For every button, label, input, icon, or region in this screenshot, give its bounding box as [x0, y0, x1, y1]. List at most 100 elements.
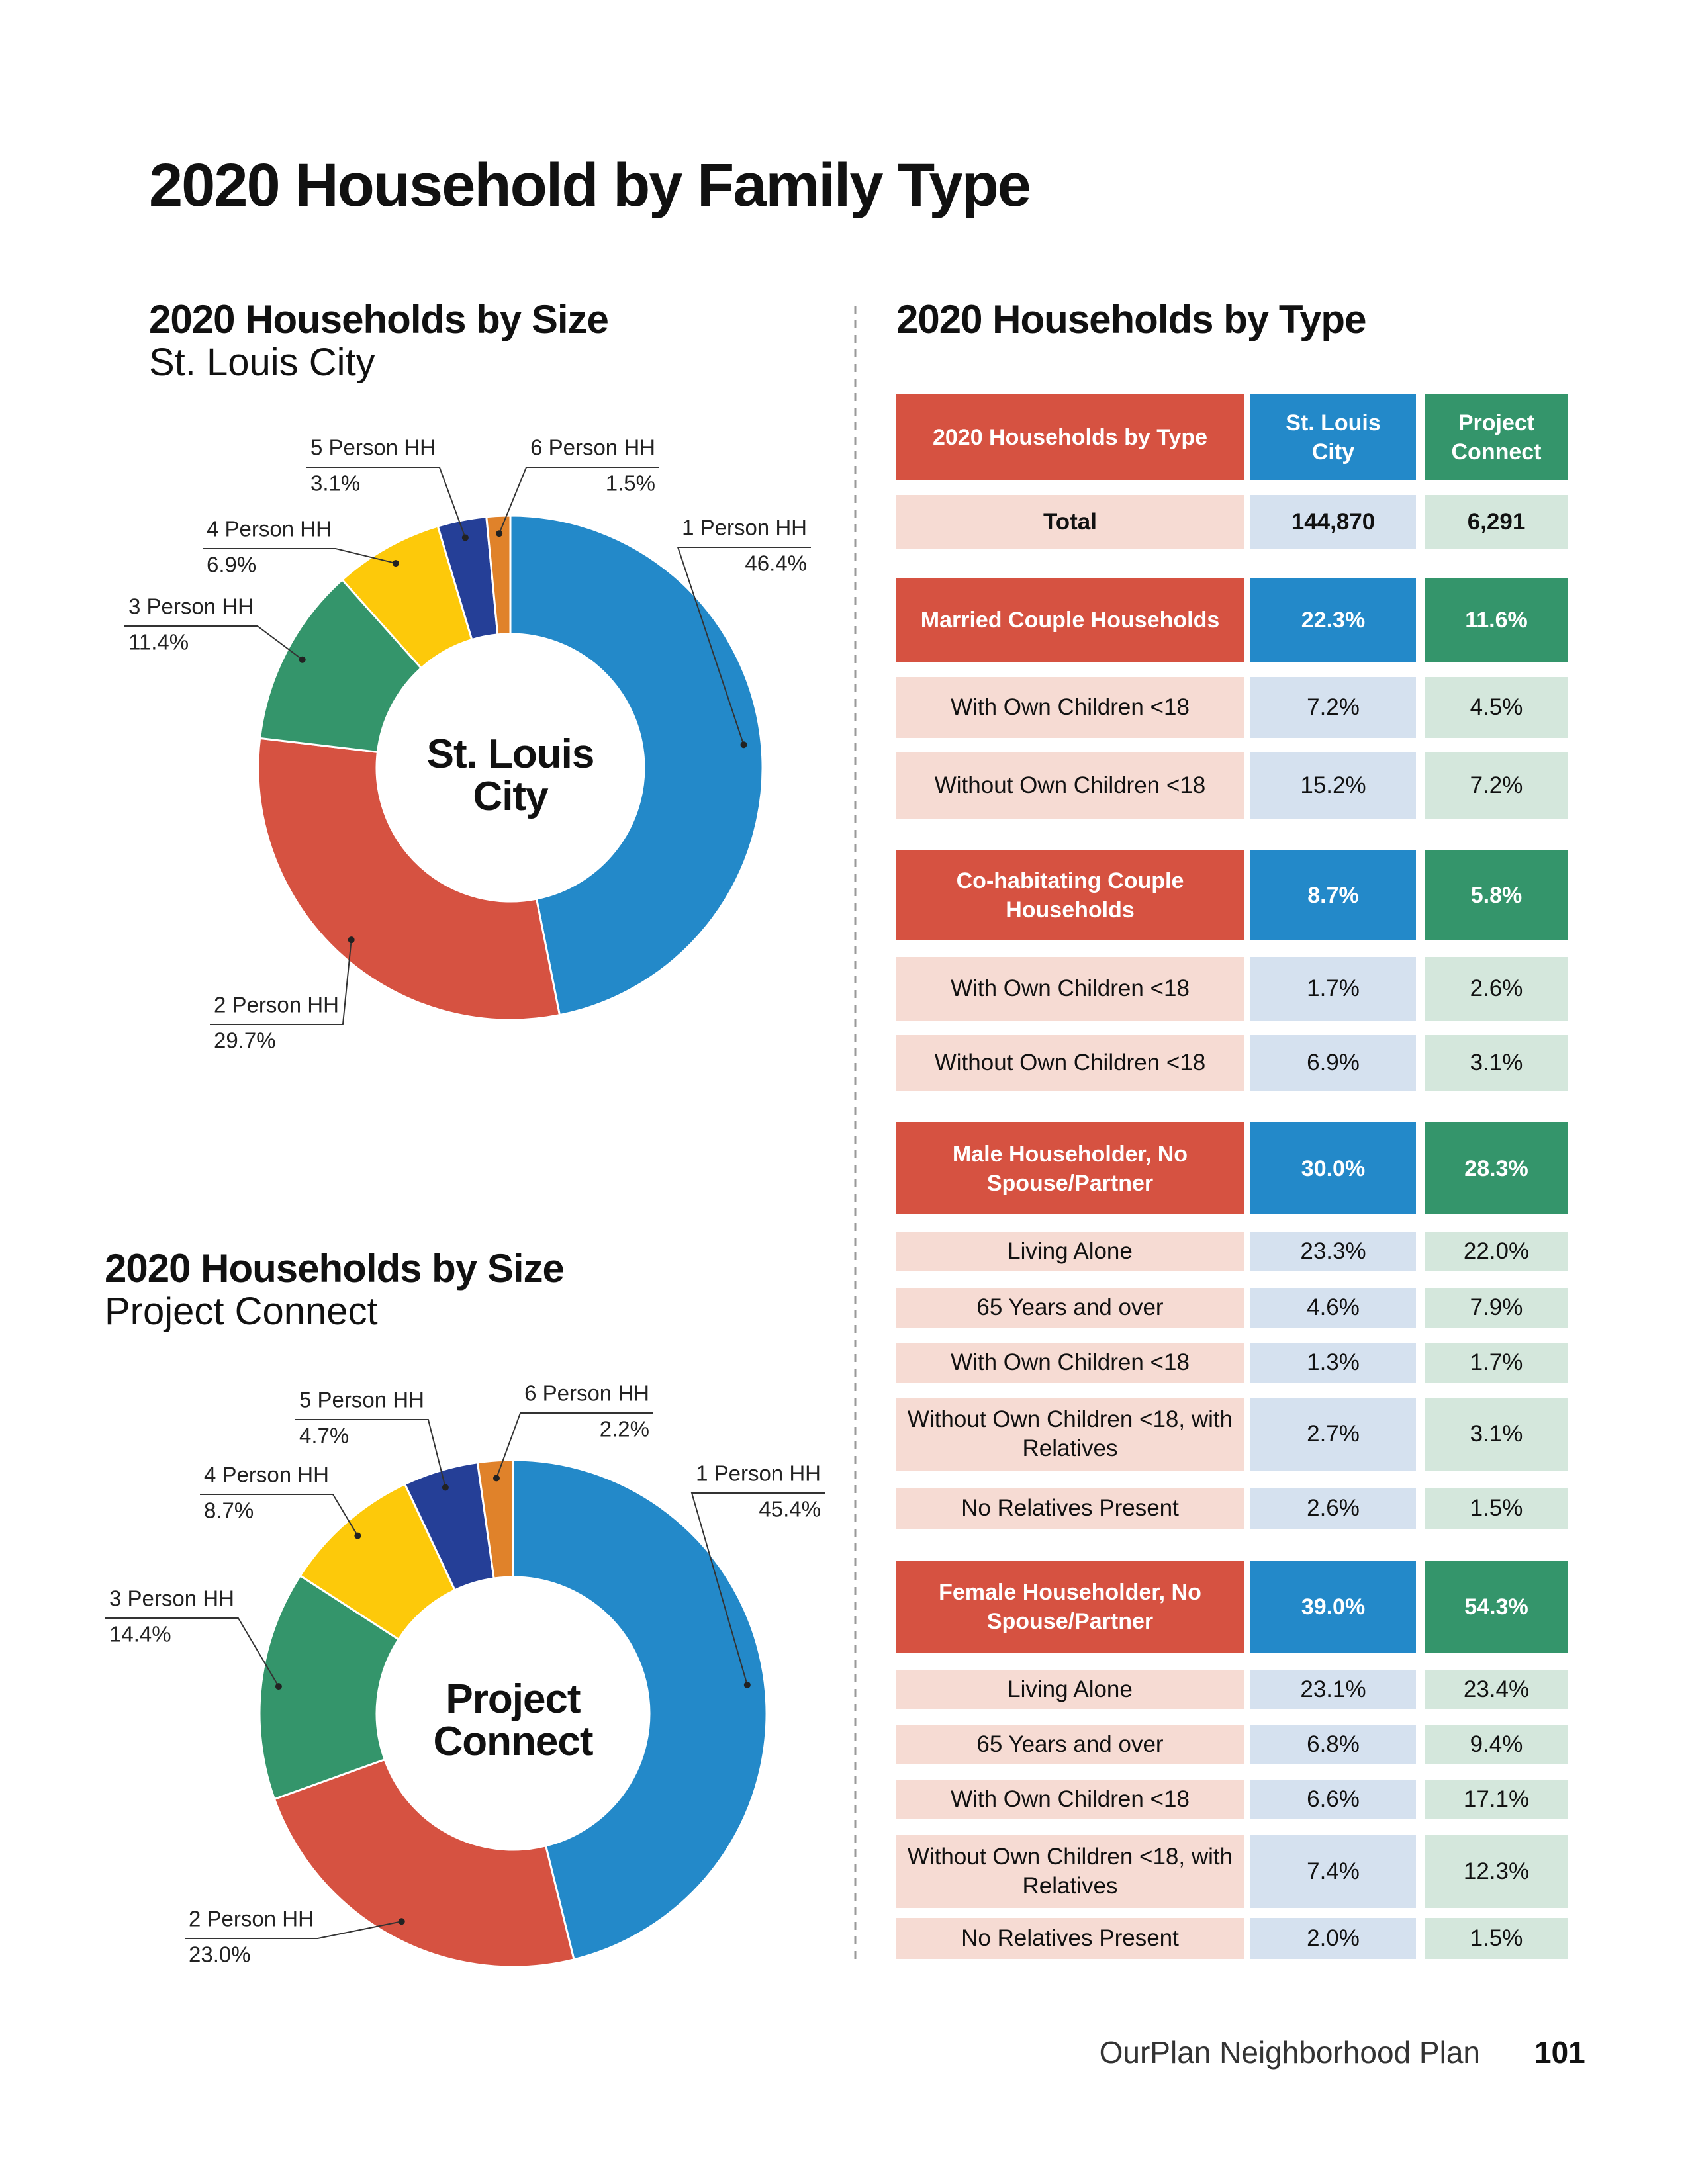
slice-label: 4 Person HH: [207, 517, 332, 541]
leader-line: [496, 1412, 653, 1479]
slice-value-label: 23.0%: [189, 1942, 251, 1967]
table-cell: 22.3%: [1250, 578, 1416, 662]
leader-dot: [492, 1475, 500, 1482]
table-cell: 17.1%: [1425, 1780, 1568, 1819]
table-cell: 54.3%: [1425, 1561, 1568, 1653]
table-cell: 23.4%: [1425, 1670, 1568, 1709]
slice-label: 1 Person HH: [682, 516, 807, 540]
table-cell: With Own Children <18: [896, 677, 1244, 738]
table-cell: 4.5%: [1425, 677, 1568, 738]
slice-label: 4 Person HH: [204, 1463, 329, 1487]
table-cell: 7.9%: [1425, 1288, 1568, 1328]
table-cell: 11.6%: [1425, 578, 1568, 662]
leader-line: [677, 547, 811, 745]
table-title: 2020 Households by Type: [896, 297, 1366, 341]
table-header-cell: 2020 Households by Type: [896, 394, 1244, 480]
leader-line: [306, 467, 466, 538]
leader-dot: [392, 560, 399, 567]
table-cell: 2.7%: [1250, 1398, 1416, 1471]
slice-value-label: 45.4%: [759, 1497, 821, 1522]
table-cell: 12.3%: [1425, 1835, 1568, 1908]
leader-dot: [275, 1683, 282, 1690]
table-cell: 23.1%: [1250, 1670, 1416, 1709]
table-cell: Without Own Children <18, with Relatives: [896, 1835, 1244, 1908]
table-cell: Living Alone: [896, 1232, 1244, 1271]
table-cell: 1.7%: [1250, 957, 1416, 1021]
slice-label: 6 Person HH: [530, 435, 655, 460]
leader-dot: [496, 530, 503, 537]
table-cell: 7.4%: [1250, 1835, 1416, 1908]
slice-value-label: 14.4%: [109, 1622, 171, 1647]
table-cell: Living Alone: [896, 1670, 1244, 1709]
slice-value-label: 3.1%: [310, 471, 360, 496]
leader-line: [200, 1494, 359, 1537]
chart-title: 2020 Households by Size: [149, 297, 609, 341]
slice-value-label: 8.7%: [204, 1498, 254, 1523]
table-header-cell: St. Louis City: [1250, 394, 1416, 480]
table-cell: 1.5%: [1425, 1488, 1568, 1529]
table-header-cell: Project Connect: [1425, 394, 1568, 480]
table-cell: 7.2%: [1250, 677, 1416, 738]
table-cell: 8.7%: [1250, 850, 1416, 940]
table-cell: Married Couple Households: [896, 578, 1244, 662]
leader-line: [185, 1921, 402, 1939]
slice-label: 5 Person HH: [310, 435, 436, 460]
table-cell: 28.3%: [1425, 1122, 1568, 1214]
table-cell: 23.3%: [1250, 1232, 1416, 1271]
table-cell: Total: [896, 495, 1244, 549]
leader-line: [203, 548, 397, 565]
center-label: St. Louis City: [426, 731, 595, 819]
table-cell: 65 Years and over: [896, 1288, 1244, 1328]
leader-line: [295, 1419, 446, 1488]
leader-line: [498, 467, 659, 534]
table-cell: 22.0%: [1425, 1232, 1568, 1271]
donut-slice: [258, 1574, 400, 1801]
leader-line: [690, 1492, 825, 1686]
leader-dot: [442, 1484, 449, 1491]
table-cell: 30.0%: [1250, 1122, 1416, 1214]
table-cell: With Own Children <18: [896, 1343, 1244, 1383]
center-label: Project Connect: [433, 1676, 594, 1764]
leader-dot: [398, 1918, 405, 1925]
slice-label: 3 Person HH: [109, 1586, 234, 1611]
table-cell: 4.6%: [1250, 1288, 1416, 1328]
table-cell: 9.4%: [1425, 1725, 1568, 1764]
slice-value-label: 29.7%: [214, 1028, 276, 1053]
table-cell: Without Own Children <18: [896, 752, 1244, 819]
leader-dot: [743, 1681, 751, 1688]
leader-dot: [354, 1532, 361, 1539]
table-cell: 1.3%: [1250, 1343, 1416, 1383]
slice-value-label: 4.7%: [299, 1424, 349, 1448]
table-cell: 6.8%: [1250, 1725, 1416, 1764]
leader-dot: [299, 656, 306, 663]
table-cell: No Relatives Present: [896, 1488, 1244, 1529]
slice-label: 5 Person HH: [299, 1388, 424, 1412]
leader-dot: [740, 741, 747, 749]
leader-line: [210, 940, 352, 1025]
table-cell: 6,291: [1425, 495, 1568, 549]
slice-label: 6 Person HH: [524, 1381, 649, 1406]
slice-value-label: 11.4%: [128, 630, 189, 655]
table-cell: Male Householder, No Spouse/Partner: [896, 1122, 1244, 1214]
slice-value-label: 1.5%: [606, 471, 655, 496]
table-cell: 5.8%: [1425, 850, 1568, 940]
table-cell: Female Householder, No Spouse/Partner: [896, 1561, 1244, 1653]
donut-slice: [476, 1459, 514, 1580]
table-cell: 2.6%: [1425, 957, 1568, 1021]
leader-line: [124, 625, 303, 660]
leader-dot: [348, 936, 355, 944]
table-cell: Without Own Children <18: [896, 1035, 1244, 1091]
table-cell: 6.6%: [1250, 1780, 1416, 1819]
table-cell: 3.1%: [1425, 1398, 1568, 1471]
table-cell: 15.2%: [1250, 752, 1416, 819]
table-cell: Without Own Children <18, with Relatives: [896, 1398, 1244, 1471]
table-cell: 2.0%: [1250, 1918, 1416, 1959]
slice-value-label: 46.4%: [745, 551, 807, 576]
table-cell: 39.0%: [1250, 1561, 1416, 1653]
donut-slice: [257, 737, 561, 1021]
table-cell: With Own Children <18: [896, 1780, 1244, 1819]
table-cell: 2.6%: [1250, 1488, 1416, 1529]
table-cell: Co-habitating Couple Households: [896, 850, 1244, 940]
